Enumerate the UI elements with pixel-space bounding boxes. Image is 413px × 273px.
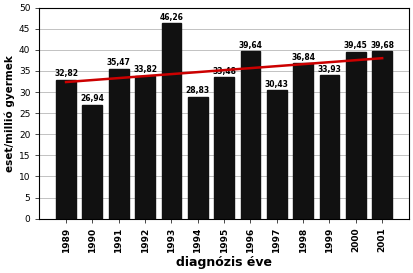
Bar — [188, 97, 208, 219]
Text: 35,47: 35,47 — [107, 58, 131, 67]
Y-axis label: eset/millió gyermek: eset/millió gyermek — [4, 55, 15, 172]
Bar — [267, 90, 287, 219]
Bar — [161, 23, 181, 219]
Text: 39,64: 39,64 — [238, 41, 262, 50]
X-axis label: diagnózis éve: diagnózis éve — [176, 256, 272, 269]
Bar — [293, 63, 313, 219]
Text: 39,45: 39,45 — [344, 41, 368, 51]
Bar — [109, 69, 128, 219]
Text: 33,48: 33,48 — [212, 67, 236, 76]
Text: 39,68: 39,68 — [370, 40, 394, 49]
Bar — [135, 76, 155, 219]
Text: 33,82: 33,82 — [133, 65, 157, 74]
Bar — [240, 51, 260, 219]
Text: 30,43: 30,43 — [265, 79, 289, 88]
Bar — [346, 52, 366, 219]
Text: 26,94: 26,94 — [81, 94, 104, 103]
Text: 33,93: 33,93 — [318, 65, 342, 74]
Text: 32,82: 32,82 — [54, 69, 78, 78]
Bar — [56, 80, 76, 219]
Text: 46,26: 46,26 — [159, 13, 183, 22]
Bar — [320, 75, 339, 219]
Bar — [83, 105, 102, 219]
Bar — [372, 51, 392, 219]
Bar — [214, 77, 234, 219]
Text: 36,84: 36,84 — [291, 52, 315, 61]
Text: 28,83: 28,83 — [186, 86, 210, 95]
